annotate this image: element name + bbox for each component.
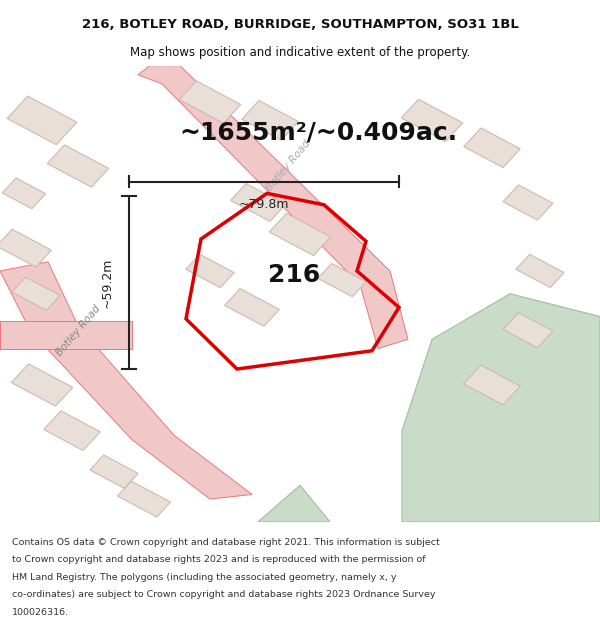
Polygon shape xyxy=(402,294,600,522)
Text: 216: 216 xyxy=(268,264,320,288)
Polygon shape xyxy=(464,365,520,405)
Text: 100026316.: 100026316. xyxy=(12,608,69,616)
Text: Botley Road: Botley Road xyxy=(264,139,312,193)
Polygon shape xyxy=(318,263,366,297)
Polygon shape xyxy=(11,364,73,406)
Polygon shape xyxy=(230,184,286,221)
Polygon shape xyxy=(7,96,77,144)
Polygon shape xyxy=(503,185,553,220)
Text: ~79.8m: ~79.8m xyxy=(239,198,289,211)
Polygon shape xyxy=(12,277,60,311)
Polygon shape xyxy=(269,213,331,256)
Text: Map shows position and indicative extent of the property.: Map shows position and indicative extent… xyxy=(130,46,470,59)
Polygon shape xyxy=(464,128,520,168)
Text: HM Land Registry. The polygons (including the associated geometry, namely x, y: HM Land Registry. The polygons (includin… xyxy=(12,572,397,582)
Text: to Crown copyright and database rights 2023 and is reproduced with the permissio: to Crown copyright and database rights 2… xyxy=(12,555,425,564)
Polygon shape xyxy=(2,178,46,209)
Text: 216, BOTLEY ROAD, BURRIDGE, SOUTHAMPTON, SO31 1BL: 216, BOTLEY ROAD, BURRIDGE, SOUTHAMPTON,… xyxy=(82,18,518,31)
Polygon shape xyxy=(516,254,564,288)
Polygon shape xyxy=(401,99,463,141)
Polygon shape xyxy=(0,229,52,267)
Polygon shape xyxy=(44,411,100,451)
Polygon shape xyxy=(118,481,170,517)
Polygon shape xyxy=(90,455,138,488)
Polygon shape xyxy=(138,66,408,349)
Polygon shape xyxy=(179,81,241,123)
Text: Contains OS data © Crown copyright and database right 2021. This information is : Contains OS data © Crown copyright and d… xyxy=(12,538,440,547)
Text: co-ordinates) are subject to Crown copyright and database rights 2023 Ordnance S: co-ordinates) are subject to Crown copyr… xyxy=(12,590,436,599)
Polygon shape xyxy=(503,312,553,348)
Polygon shape xyxy=(0,262,252,499)
Polygon shape xyxy=(186,254,234,288)
Polygon shape xyxy=(47,145,109,187)
Text: ~59.2m: ~59.2m xyxy=(101,257,114,308)
Text: Botley Road: Botley Road xyxy=(54,303,102,358)
Polygon shape xyxy=(242,101,298,140)
Polygon shape xyxy=(0,321,132,349)
Polygon shape xyxy=(258,486,330,522)
Polygon shape xyxy=(224,289,280,326)
Text: ~1655m²/~0.409ac.: ~1655m²/~0.409ac. xyxy=(179,121,457,144)
